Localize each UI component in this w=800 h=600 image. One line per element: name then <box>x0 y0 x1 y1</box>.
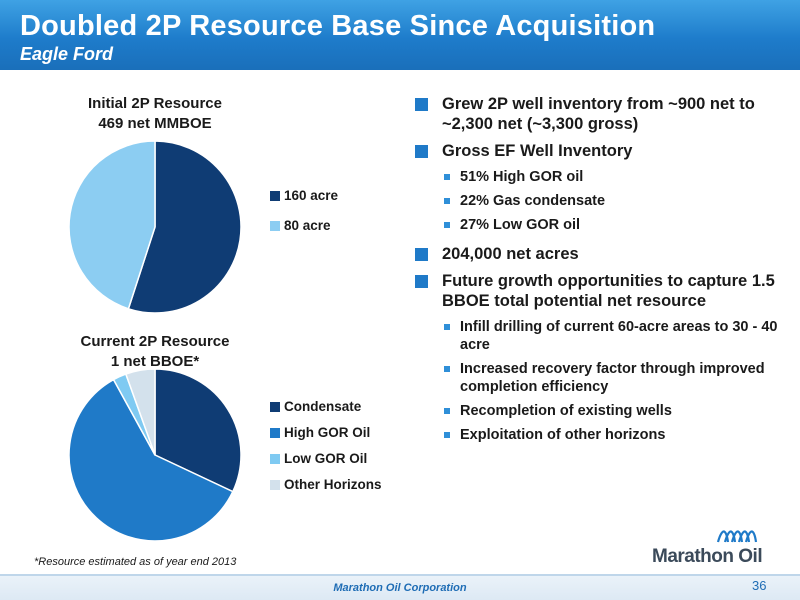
bullet-list: Grew 2P well inventory from ~900 net to … <box>412 94 792 454</box>
sub-bullet-icon <box>444 366 450 372</box>
sub-bullet-icon <box>444 198 450 204</box>
pie2-subtitle: 1 net BBOE* <box>110 353 200 370</box>
title-banner: Doubled 2P Resource Base Since Acquisiti… <box>0 0 800 70</box>
pie2-legend-swatch <box>270 454 280 464</box>
pie1-legend-label: 160 acre <box>284 188 339 203</box>
sub-bullet-icon <box>444 408 450 414</box>
sub-bullet-item: Infill drilling of current 60-acre areas… <box>412 318 792 354</box>
sub-bullet-icon <box>444 222 450 228</box>
bullet-text: 204,000 net acres <box>442 245 579 263</box>
footer-company: Marathon Oil Corporation <box>333 582 467 594</box>
sub-bullet-item: Recompletion of existing wells <box>412 402 792 420</box>
sub-bullet-text: Exploitation of other horizons <box>460 427 666 443</box>
pie2-legend-label: Condensate <box>284 399 362 414</box>
page-number: 36 <box>752 578 767 593</box>
pie1-title-block: Initial 2P Resource 469 net MMBOE <box>60 94 250 134</box>
pie2-slice-3 <box>124 368 156 456</box>
bullet-text: Grew 2P well inventory from ~900 net to … <box>442 95 755 133</box>
sub-bullet-icon <box>444 174 450 180</box>
pie2-legend-swatch <box>270 402 280 412</box>
pie1-subtitle: 469 net MMBOE <box>98 115 212 132</box>
bullet-item: Future growth opportunities to capture 1… <box>412 271 792 311</box>
pie2-legend-swatch <box>270 480 280 490</box>
footer-divider <box>0 574 800 576</box>
pie2-slice-1 <box>68 378 234 542</box>
pie2-legend-label: Other Horizons <box>284 477 382 492</box>
logo-name: Marathon Oil <box>652 546 763 567</box>
sub-bullet-icon <box>444 432 450 438</box>
pie2-legend-swatch <box>270 428 280 438</box>
pie2-title: Current 2P Resource <box>80 333 230 350</box>
slide-title: Doubled 2P Resource Base Since Acquisiti… <box>20 10 656 42</box>
slide-subtitle: Eagle Ford <box>20 44 114 64</box>
bullet-text: Gross EF Well Inventory <box>442 142 633 160</box>
sub-bullet-item: Exploitation of other horizons <box>412 426 792 444</box>
sub-bullet-text: Recompletion of existing wells <box>460 403 672 419</box>
bullet-square-icon <box>415 98 428 111</box>
pie1-legend-label: 80 acre <box>284 218 331 233</box>
pie1-slice-0 <box>127 140 242 314</box>
sub-bullet-item: 51% High GOR oil <box>412 168 792 186</box>
sub-bullet-text: Infill drilling of current 60-acre areas… <box>460 319 778 353</box>
pie2-legend-label: High GOR Oil <box>284 425 371 440</box>
pie2-legend-label: Low GOR Oil <box>284 451 368 466</box>
sub-bullet-text: 27% Low GOR oil <box>460 217 581 233</box>
bullet-square-icon <box>415 275 428 288</box>
pie1-legend-swatch <box>270 191 280 201</box>
bullet-item: 204,000 net acres <box>412 244 792 264</box>
sub-bullet-item: Increased recovery factor through improv… <box>412 360 792 396</box>
sub-bullet-item: 27% Low GOR oil <box>412 216 792 234</box>
pie-chart-initial <box>68 140 242 314</box>
bullet-text: Future growth opportunities to capture 1… <box>442 272 775 310</box>
bullet-item: Gross EF Well Inventory <box>412 141 792 161</box>
bullet-item: Grew 2P well inventory from ~900 net to … <box>412 94 792 134</box>
footnote: *Resource estimated as of year end 2013 <box>34 556 237 568</box>
sub-bullet-text: Increased recovery factor through improv… <box>460 361 765 395</box>
sub-bullet-text: 22% Gas condensate <box>460 193 606 209</box>
marathon-oil-logo: Marathon Oil <box>630 520 780 570</box>
wave-logo-icon <box>716 530 758 543</box>
sub-bullet-text: 51% High GOR oil <box>460 169 584 185</box>
pie2-slice-0 <box>154 368 242 493</box>
pie1-legend-swatch <box>270 221 280 231</box>
sub-bullet-item: 22% Gas condensate <box>412 192 792 210</box>
pie1-slice-1 <box>68 140 156 310</box>
pie2-title-block: Current 2P Resource 1 net BBOE* <box>60 332 250 372</box>
pie-chart-current <box>68 368 242 542</box>
pie1-title: Initial 2P Resource <box>88 95 222 112</box>
bullet-square-icon <box>415 145 428 158</box>
footer-band <box>0 576 800 600</box>
sub-bullet-icon <box>444 324 450 330</box>
bullet-square-icon <box>415 248 428 261</box>
